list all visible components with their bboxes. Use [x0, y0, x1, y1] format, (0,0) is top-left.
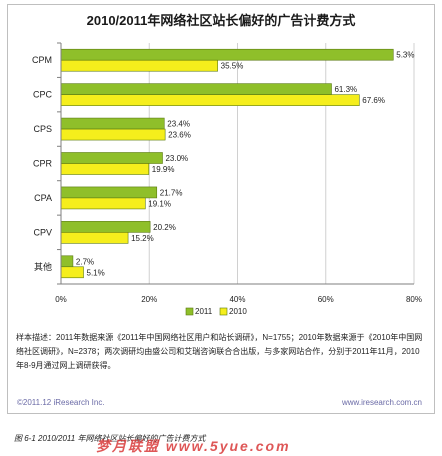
data-label-2011: 20.2%: [153, 223, 176, 232]
bar-2011: [60, 221, 151, 233]
data-label-2011: 23.0%: [165, 154, 188, 163]
x-tick-label: 0%: [55, 295, 67, 304]
bar-2010: [60, 94, 360, 106]
bar-2010: [60, 266, 84, 279]
category-label: CPS: [33, 124, 52, 134]
sample-note: 样本描述：2011年数据来源《2011年中国网络社区用户和站长调研》，N=175…: [16, 333, 423, 370]
data-label-2010: 15.2%: [131, 234, 154, 243]
data-label-2010: 5.1%: [87, 268, 105, 277]
chart-title: 2010/2011年网络社区站长偏好的广告计费方式: [86, 13, 356, 28]
bar-2011: [60, 152, 163, 164]
category-label: CPM: [32, 55, 52, 65]
category-label: CPC: [33, 90, 53, 100]
copyright: ©2011.12 iResearch Inc.: [17, 398, 105, 407]
bar-2011: [60, 117, 165, 130]
labels-layer: 5.3% 35.5% 61.3% 67.6% 23.4% 23.6% 23.0% 19.9% 2…: [76, 51, 415, 278]
legend-label-2011: 2011: [195, 307, 213, 316]
category-label: CPR: [33, 159, 53, 169]
legend: 2011 2010: [185, 307, 247, 316]
bars-layer: [60, 48, 394, 279]
bar-2010: [60, 163, 150, 175]
data-label-2011: 2.7%: [76, 257, 94, 266]
bar-2010: [60, 232, 129, 244]
data-label-2011: 61.3%: [334, 85, 357, 94]
x-tick-label: 20%: [141, 295, 157, 304]
bar-2010: [60, 59, 218, 72]
data-label-2010: 35.5%: [221, 62, 244, 71]
x-tick-label: 80%: [406, 295, 422, 304]
bar-2011: [60, 186, 158, 199]
bar-2011: [60, 48, 394, 61]
legend-swatch-2010: [219, 307, 228, 316]
data-label-2010: 19.9%: [152, 165, 175, 174]
category-label: CPA: [34, 193, 52, 203]
data-label-2011: 5.3%: [396, 51, 414, 60]
bar-2011: [60, 255, 74, 268]
data-label-2010: 67.6%: [362, 96, 385, 105]
category-label: 其他: [34, 261, 52, 272]
category-label: CPV: [33, 227, 52, 237]
legend-label-2010: 2010: [229, 307, 247, 316]
bar-2010: [60, 128, 166, 141]
legend-swatch-2011: [185, 307, 194, 316]
data-label-2010: 23.6%: [168, 131, 191, 140]
x-tick-label: 60%: [318, 295, 334, 304]
website-url[interactable]: www.iresearch.com.cn: [341, 398, 422, 407]
figure-caption: 图 6-1 2010/2011 年网络社区站长偏好的广告计费方式: [14, 434, 206, 443]
bar-2010: [60, 197, 146, 210]
watermark: 梦月联盟 www.5yue.com: [96, 438, 291, 454]
x-tick-label: 40%: [229, 295, 245, 304]
axis-layer: 0% 20% 40% 60% 80% CPM CPC CPS CPR CPA CPV 其他: [32, 42, 422, 304]
data-label-2010: 19.1%: [148, 199, 171, 208]
data-label-2011: 21.7%: [160, 188, 183, 197]
data-label-2011: 23.4%: [167, 120, 190, 129]
bar-2011: [60, 83, 332, 95]
